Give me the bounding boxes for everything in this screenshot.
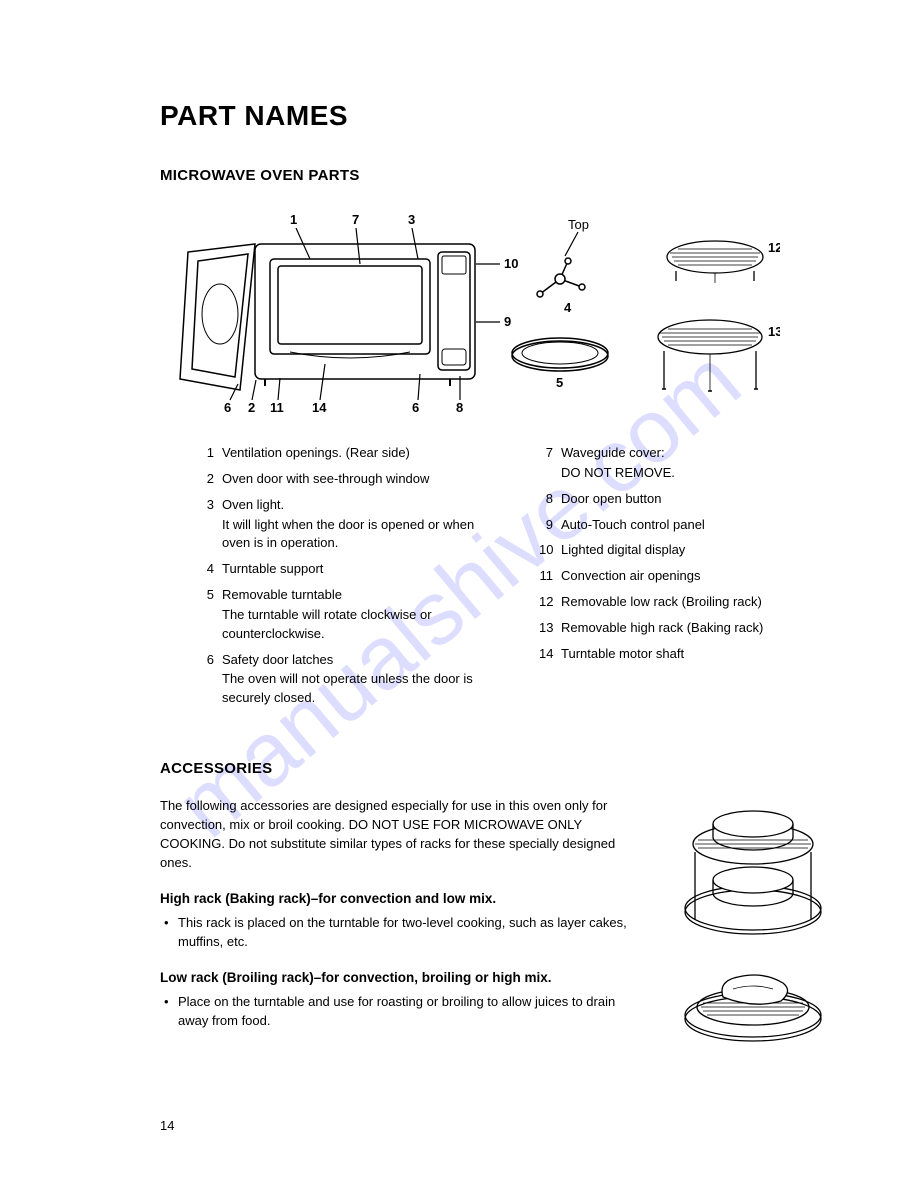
- callout-8: 8: [456, 400, 463, 414]
- callout-2: 2: [248, 400, 255, 414]
- callout-13: 13: [768, 324, 780, 339]
- accessories-intro: The following accessories are designed e…: [160, 797, 638, 872]
- part-item: 9Auto-Touch control panel: [539, 516, 838, 535]
- low-rack-title: Low rack (Broiling rack)–for convection,…: [160, 968, 638, 988]
- callout-11: 11: [270, 400, 284, 414]
- parts-col-right: 7Waveguide cover:DO NOT REMOVE. 8Door op…: [539, 444, 838, 715]
- part-item: 5Removable turntableThe turntable will r…: [200, 586, 499, 644]
- callout-12: 12: [768, 240, 780, 255]
- part-item: 2Oven door with see-through window: [200, 470, 499, 489]
- callout-1: 1: [290, 212, 297, 227]
- part-item: 6Safety door latchesThe oven will not op…: [200, 651, 499, 709]
- parts-list: 1Ventilation openings. (Rear side) 2Oven…: [160, 444, 838, 715]
- callout-5: 5: [556, 375, 563, 390]
- part-item: 10Lighted digital display: [539, 541, 838, 560]
- part-item: 4Turntable support: [200, 560, 499, 579]
- callout-4: 4: [564, 300, 572, 315]
- part-item: 11Convection air openings: [539, 567, 838, 586]
- part-item: 14Turntable motor shaft: [539, 645, 838, 664]
- section-heading-accessories: ACCESSORIES: [160, 760, 838, 777]
- accessories-images: [668, 797, 838, 1062]
- callout-14: 14: [312, 400, 327, 414]
- low-rack-bullet: • Place on the turntable and use for roa…: [160, 993, 638, 1031]
- callout-3: 3: [408, 212, 415, 227]
- accessories-body: The following accessories are designed e…: [160, 797, 838, 1062]
- part-item: 7Waveguide cover:DO NOT REMOVE.: [539, 444, 838, 483]
- part-item: 8Door open button: [539, 490, 838, 509]
- callout-9: 9: [504, 314, 511, 329]
- page-number: 14: [160, 1118, 174, 1133]
- callout-10: 10: [504, 256, 518, 271]
- part-item: 12Removable low rack (Broiling rack): [539, 593, 838, 612]
- callout-7: 7: [352, 212, 359, 227]
- callout-6a: 6: [224, 400, 231, 414]
- bullet-dot: •: [164, 993, 178, 1031]
- part-item: 13Removable high rack (Baking rack): [539, 619, 838, 638]
- high-rack-bullet: • This rack is placed on the turntable f…: [160, 914, 638, 952]
- accessories-text: The following accessories are designed e…: [160, 797, 638, 1062]
- label-top: Top: [568, 217, 589, 232]
- section-heading-parts: MICROWAVE OVEN PARTS: [160, 167, 838, 184]
- high-rack-title: High rack (Baking rack)–for convection a…: [160, 889, 638, 909]
- callout-6b: 6: [412, 400, 419, 414]
- part-item: 1Ventilation openings. (Rear side): [200, 444, 499, 463]
- page-title: PART NAMES: [160, 100, 838, 132]
- part-item: 3Oven light.It will light when the door …: [200, 496, 499, 554]
- parts-col-left: 1Ventilation openings. (Rear side) 2Oven…: [200, 444, 499, 715]
- parts-diagram: 1 7 3 10 9 6 2 11 14 6 8: [160, 204, 838, 414]
- page-content: PART NAMES MICROWAVE OVEN PARTS: [160, 100, 838, 1062]
- bullet-dot: •: [164, 914, 178, 952]
